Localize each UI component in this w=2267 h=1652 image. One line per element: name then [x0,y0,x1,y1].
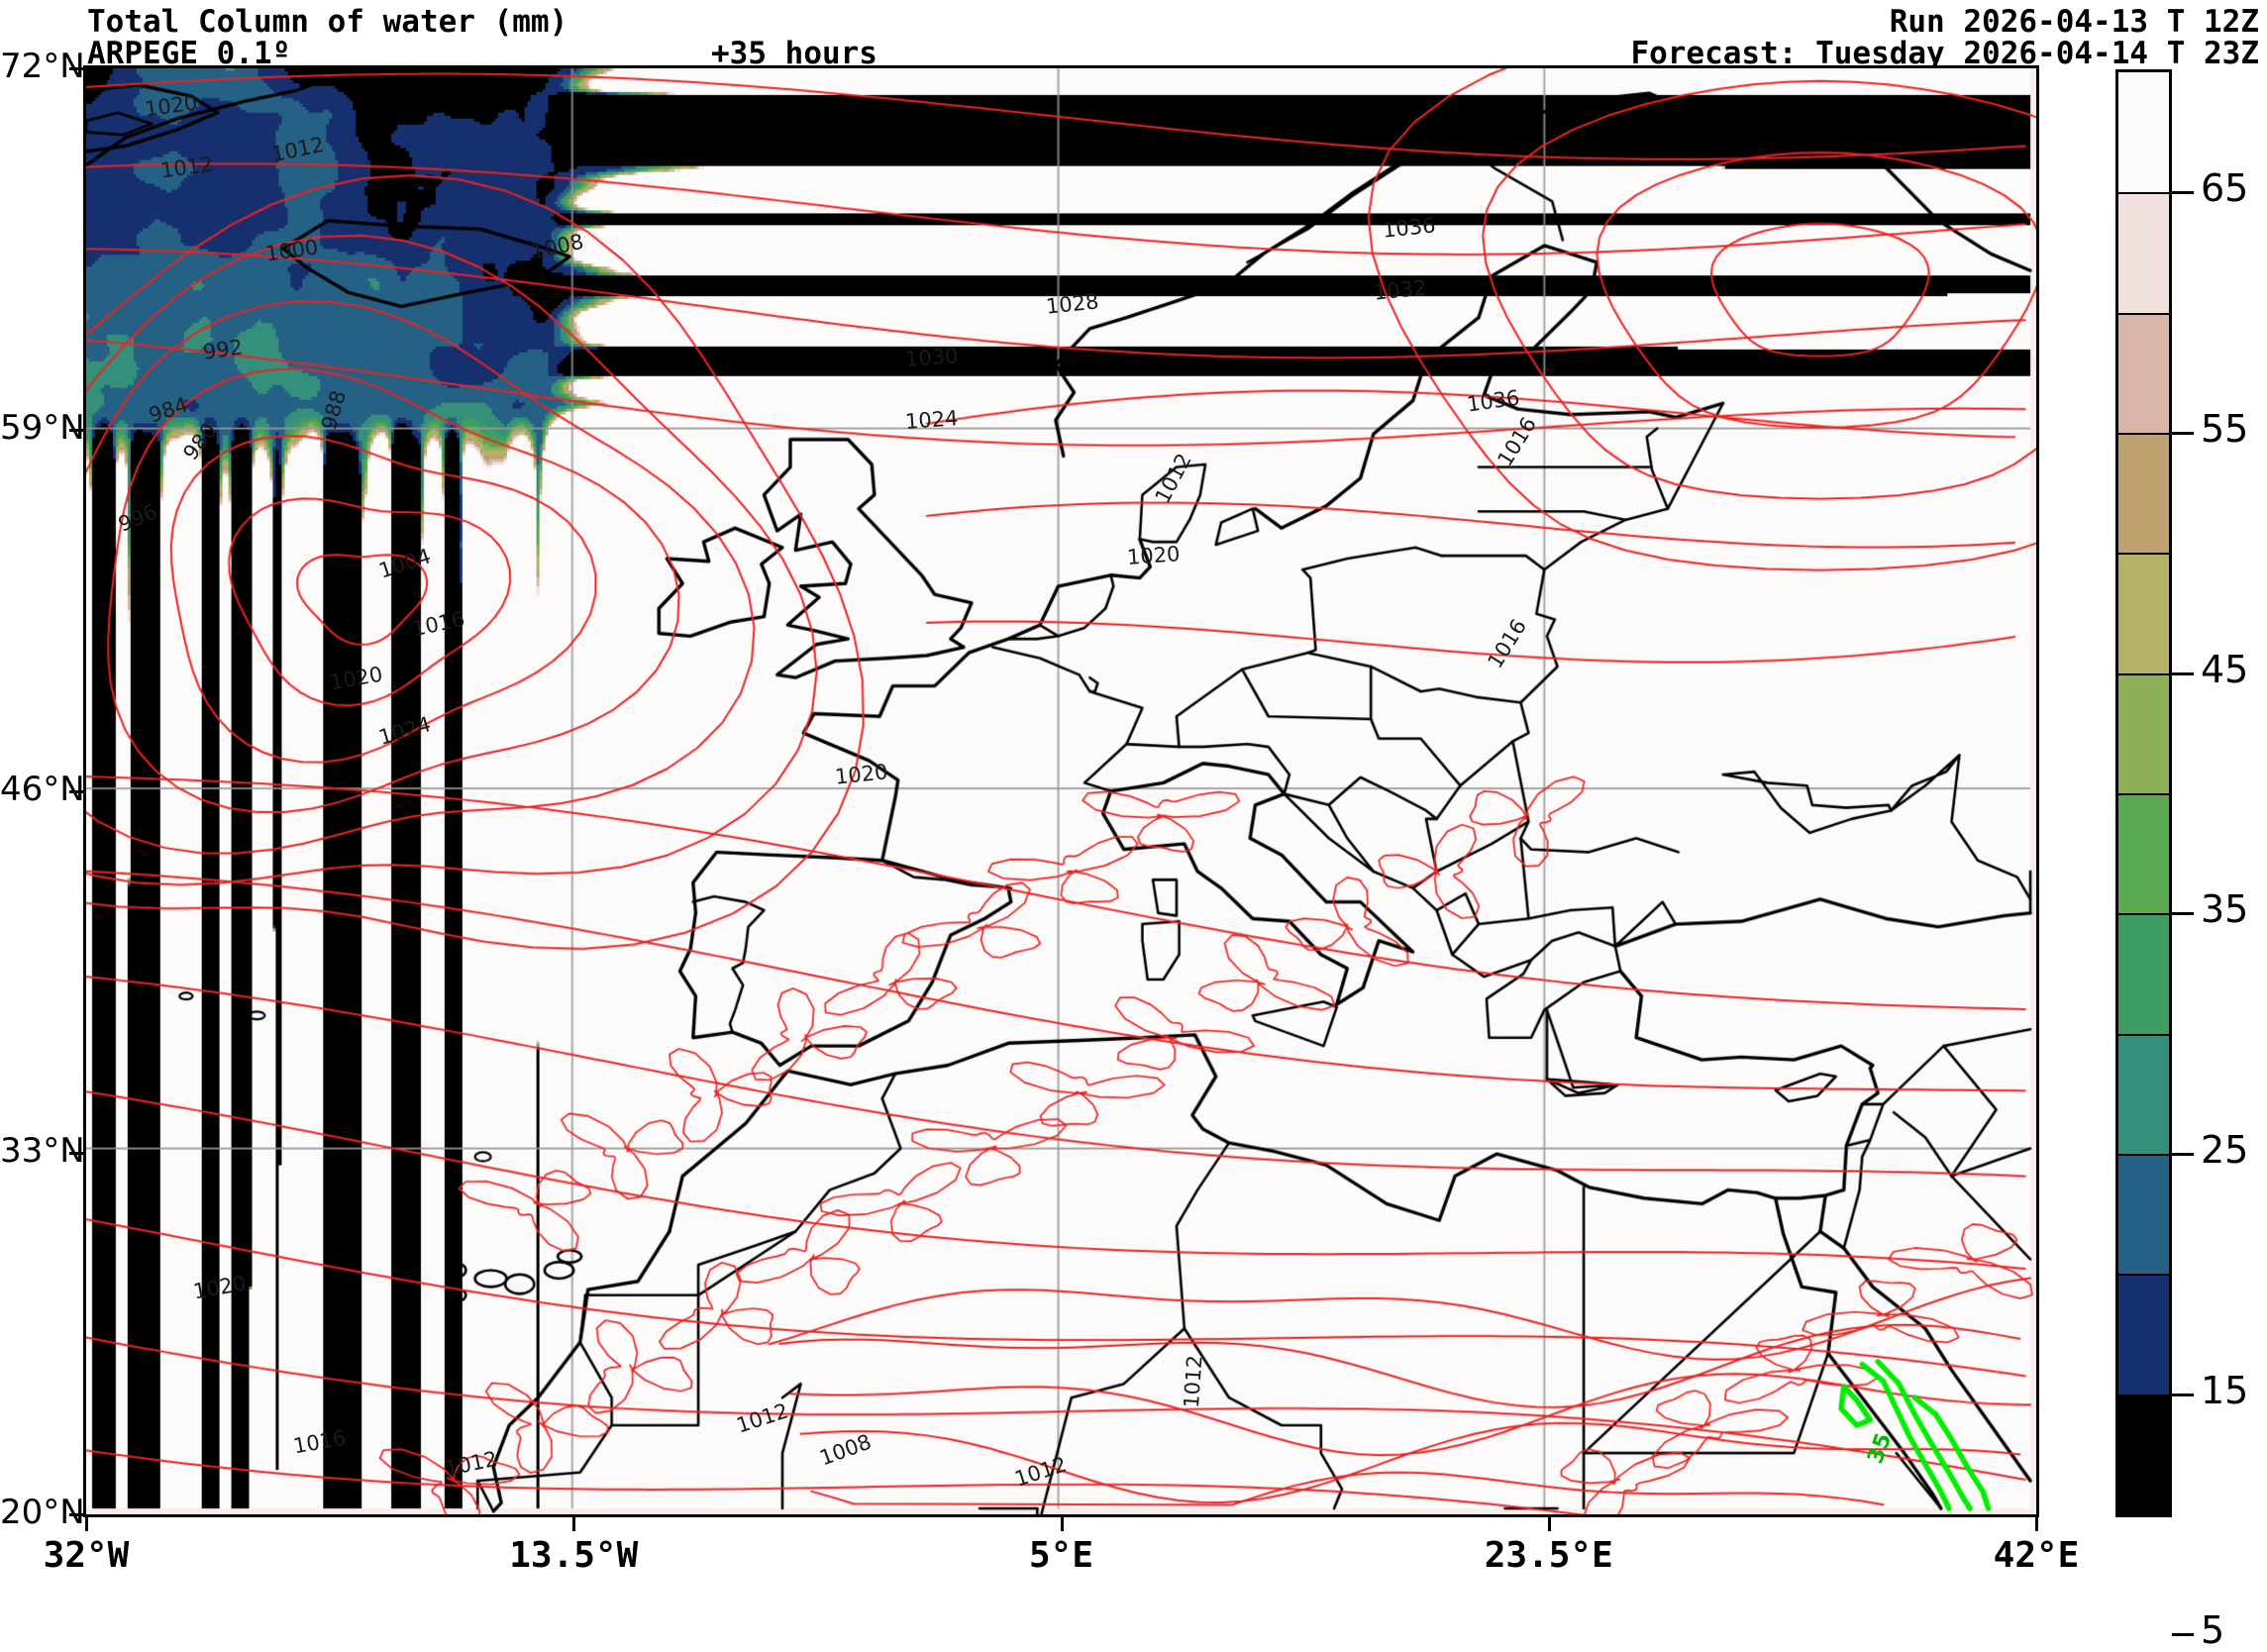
colorbar-separator [2118,913,2169,916]
y-tick-label: 33°N [0,1131,85,1171]
colorbar-band [2118,1033,2169,1155]
page-title: Total Column of water (mm) [87,4,568,40]
colorbar-tick [2172,1633,2194,1637]
colorbar-band [2118,793,2169,914]
colorbar-tick-label: 55 [2201,407,2249,451]
colorbar-tick-label: 35 [2201,887,2249,932]
isobar-label: 1024 [904,406,960,434]
colorbar-tick-label: 45 [2201,647,2249,691]
y-tick [69,429,83,432]
x-tick [1547,1517,1551,1531]
colorbar-tick-label: 25 [2201,1128,2249,1172]
y-tick [69,1513,83,1516]
map-panel[interactable]: 1020 1012 1012 1008 1000 992 984 980 988 996 1004 1… [83,65,2039,1517]
colorbar[interactable] [2115,69,2172,1517]
colorbar-separator [2118,1394,2169,1396]
y-tick [69,67,83,70]
colorbar-tick [2172,671,2194,675]
x-tick [1060,1517,1064,1531]
x-tick [572,1517,576,1531]
colorbar-band [2118,672,2169,794]
colorbar-band [2118,1394,2169,1515]
colorbar-separator [2118,553,2169,556]
isobar-label: 1012 [1179,1354,1207,1409]
colorbar-separator [2118,1154,2169,1156]
y-tick-label: 72°N [0,47,85,86]
x-tick [85,1517,88,1531]
map-raster [86,68,2036,1514]
colorbar-separator [2118,192,2169,195]
x-tick-label: 13.5°W [509,1535,639,1576]
colorbar-band [2118,1154,2169,1275]
x-tick-label: 32°W [43,1535,130,1576]
isobar-label: 992 [201,334,245,364]
colorbar-tick-label: 15 [2201,1368,2249,1412]
colorbar-band [2118,192,2169,314]
colorbar-separator [2118,312,2169,315]
isobar-label: 1020 [1126,542,1182,570]
x-tick-label: 42°E [1993,1535,2080,1576]
colorbar-tick-label: 5 [2201,1608,2225,1652]
y-tick [69,1152,83,1155]
colorbar-band [2118,72,2169,193]
colorbar-tick [2172,191,2194,195]
colorbar-tick [2172,1153,2194,1156]
colorbar-tick-label: 65 [2201,166,2249,211]
colorbar-band [2118,1274,2169,1395]
colorbar-separator [2118,433,2169,435]
x-tick-label: 23.5°E [1484,1535,1613,1576]
colorbar-band [2118,553,2169,674]
y-tick-label: 46°N [0,770,85,809]
run-label: Run 2026-04-13 T 12Z [1889,4,2259,40]
x-tick-label: 5°E [1028,1535,1094,1576]
isobar-label: 1030 [904,344,960,372]
x-tick [2035,1517,2038,1531]
colorbar-separator [2118,672,2169,675]
weather-map-figure: Total Column of water (mm) ARPEGE 0.1º +… [0,4,2259,1652]
y-tick [69,790,83,793]
colorbar-band [2118,312,2169,434]
colorbar-separator [2118,793,2169,795]
colorbar-band [2118,433,2169,554]
y-tick-label: 59°N [0,408,85,448]
colorbar-tick [2172,912,2194,916]
colorbar-tick [2172,1393,2194,1396]
colorbar-band [2118,913,2169,1035]
y-tick-label: 20°N [0,1493,85,1532]
colorbar-separator [2118,1033,2169,1036]
isobar-label: 1032 [1372,274,1428,305]
colorbar-separator [2118,1274,2169,1277]
colorbar-tick [2172,432,2194,435]
